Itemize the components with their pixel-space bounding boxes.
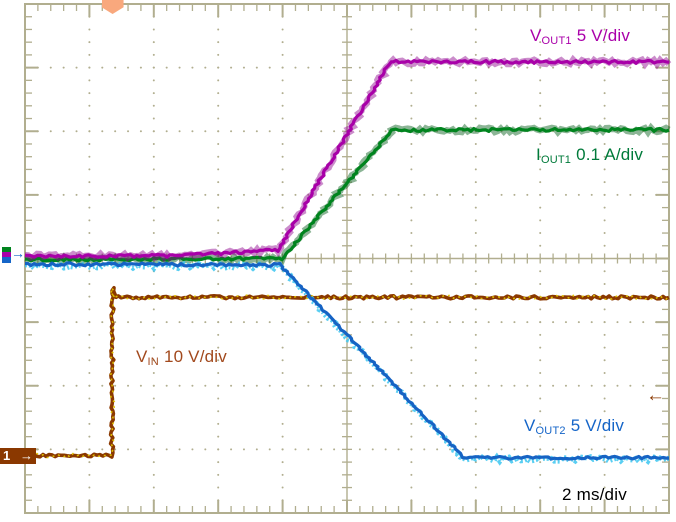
channel1-arrow-icon: → — [20, 448, 33, 464]
channel3-marker-icon — [2, 247, 11, 253]
timebase-value: 2 ms/div — [562, 485, 627, 504]
label-vout1-subscript: OUT1 — [541, 35, 572, 47]
channel4-marker-icon — [2, 257, 11, 263]
label-vout2-symbol: V — [524, 416, 536, 435]
label-vout1-scale: 5 V/div — [576, 26, 631, 45]
label-iout1-subscript: OUT1 — [540, 154, 572, 166]
label-iout1-scale: 0.1 A/div — [576, 145, 644, 164]
label-vout1-symbol: V — [530, 26, 542, 45]
label-vin-subscript: IN — [147, 356, 159, 368]
label-vin-symbol: V — [136, 347, 148, 366]
label-vin-scale: 10 V/div — [163, 347, 227, 366]
channel-markers-cluster: → — [2, 245, 30, 265]
label-iout1-symbol: I — [536, 145, 541, 164]
label-vout1: VOUT1 5 V/div — [530, 26, 630, 47]
trigger-position-marker-icon — [101, 0, 124, 14]
channel-cluster-arrow-icon: → — [11, 245, 25, 261]
label-vin: VIN 10 V/div — [136, 347, 227, 368]
label-vout2-subscript: OUT2 — [535, 425, 566, 437]
label-vout2-scale: 5 V/div — [570, 416, 625, 435]
trigger-level-arrow-icon: ← — [646, 385, 665, 407]
label-vout2: VOUT2 5 V/div — [524, 416, 624, 437]
channel2-marker-icon — [2, 252, 11, 258]
label-timebase: 2 ms/div — [562, 485, 627, 505]
label-iout1: IOUT1 0.1 A/div — [536, 145, 643, 166]
channel1-badge: 1 → — [0, 447, 36, 464]
channel1-number: 1 — [3, 448, 11, 464]
